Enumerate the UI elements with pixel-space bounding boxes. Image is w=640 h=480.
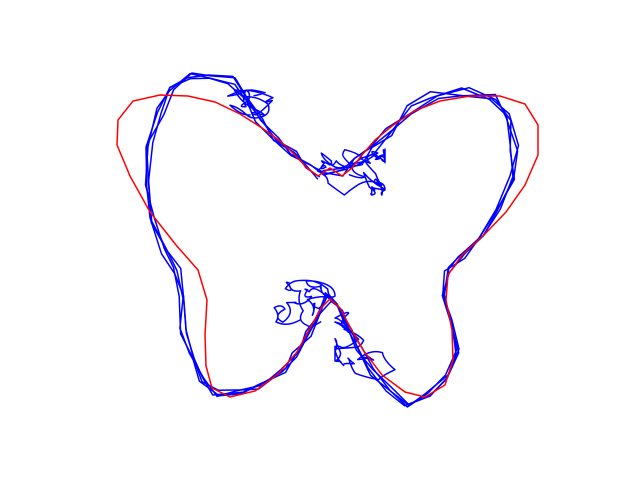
traced-curve-pass — [145, 72, 520, 405]
traced-curve-pass — [145, 77, 516, 408]
traced-curve-scribble — [227, 89, 274, 119]
traced-curve-pass — [144, 72, 519, 407]
reference-curve — [116, 94, 539, 398]
traced-curves — [144, 72, 520, 408]
traced-curve-scribble — [273, 279, 336, 328]
traced-curve-scribble — [334, 311, 396, 381]
traced-curve-scribble — [317, 148, 386, 196]
traced-curve-pass — [147, 74, 514, 407]
